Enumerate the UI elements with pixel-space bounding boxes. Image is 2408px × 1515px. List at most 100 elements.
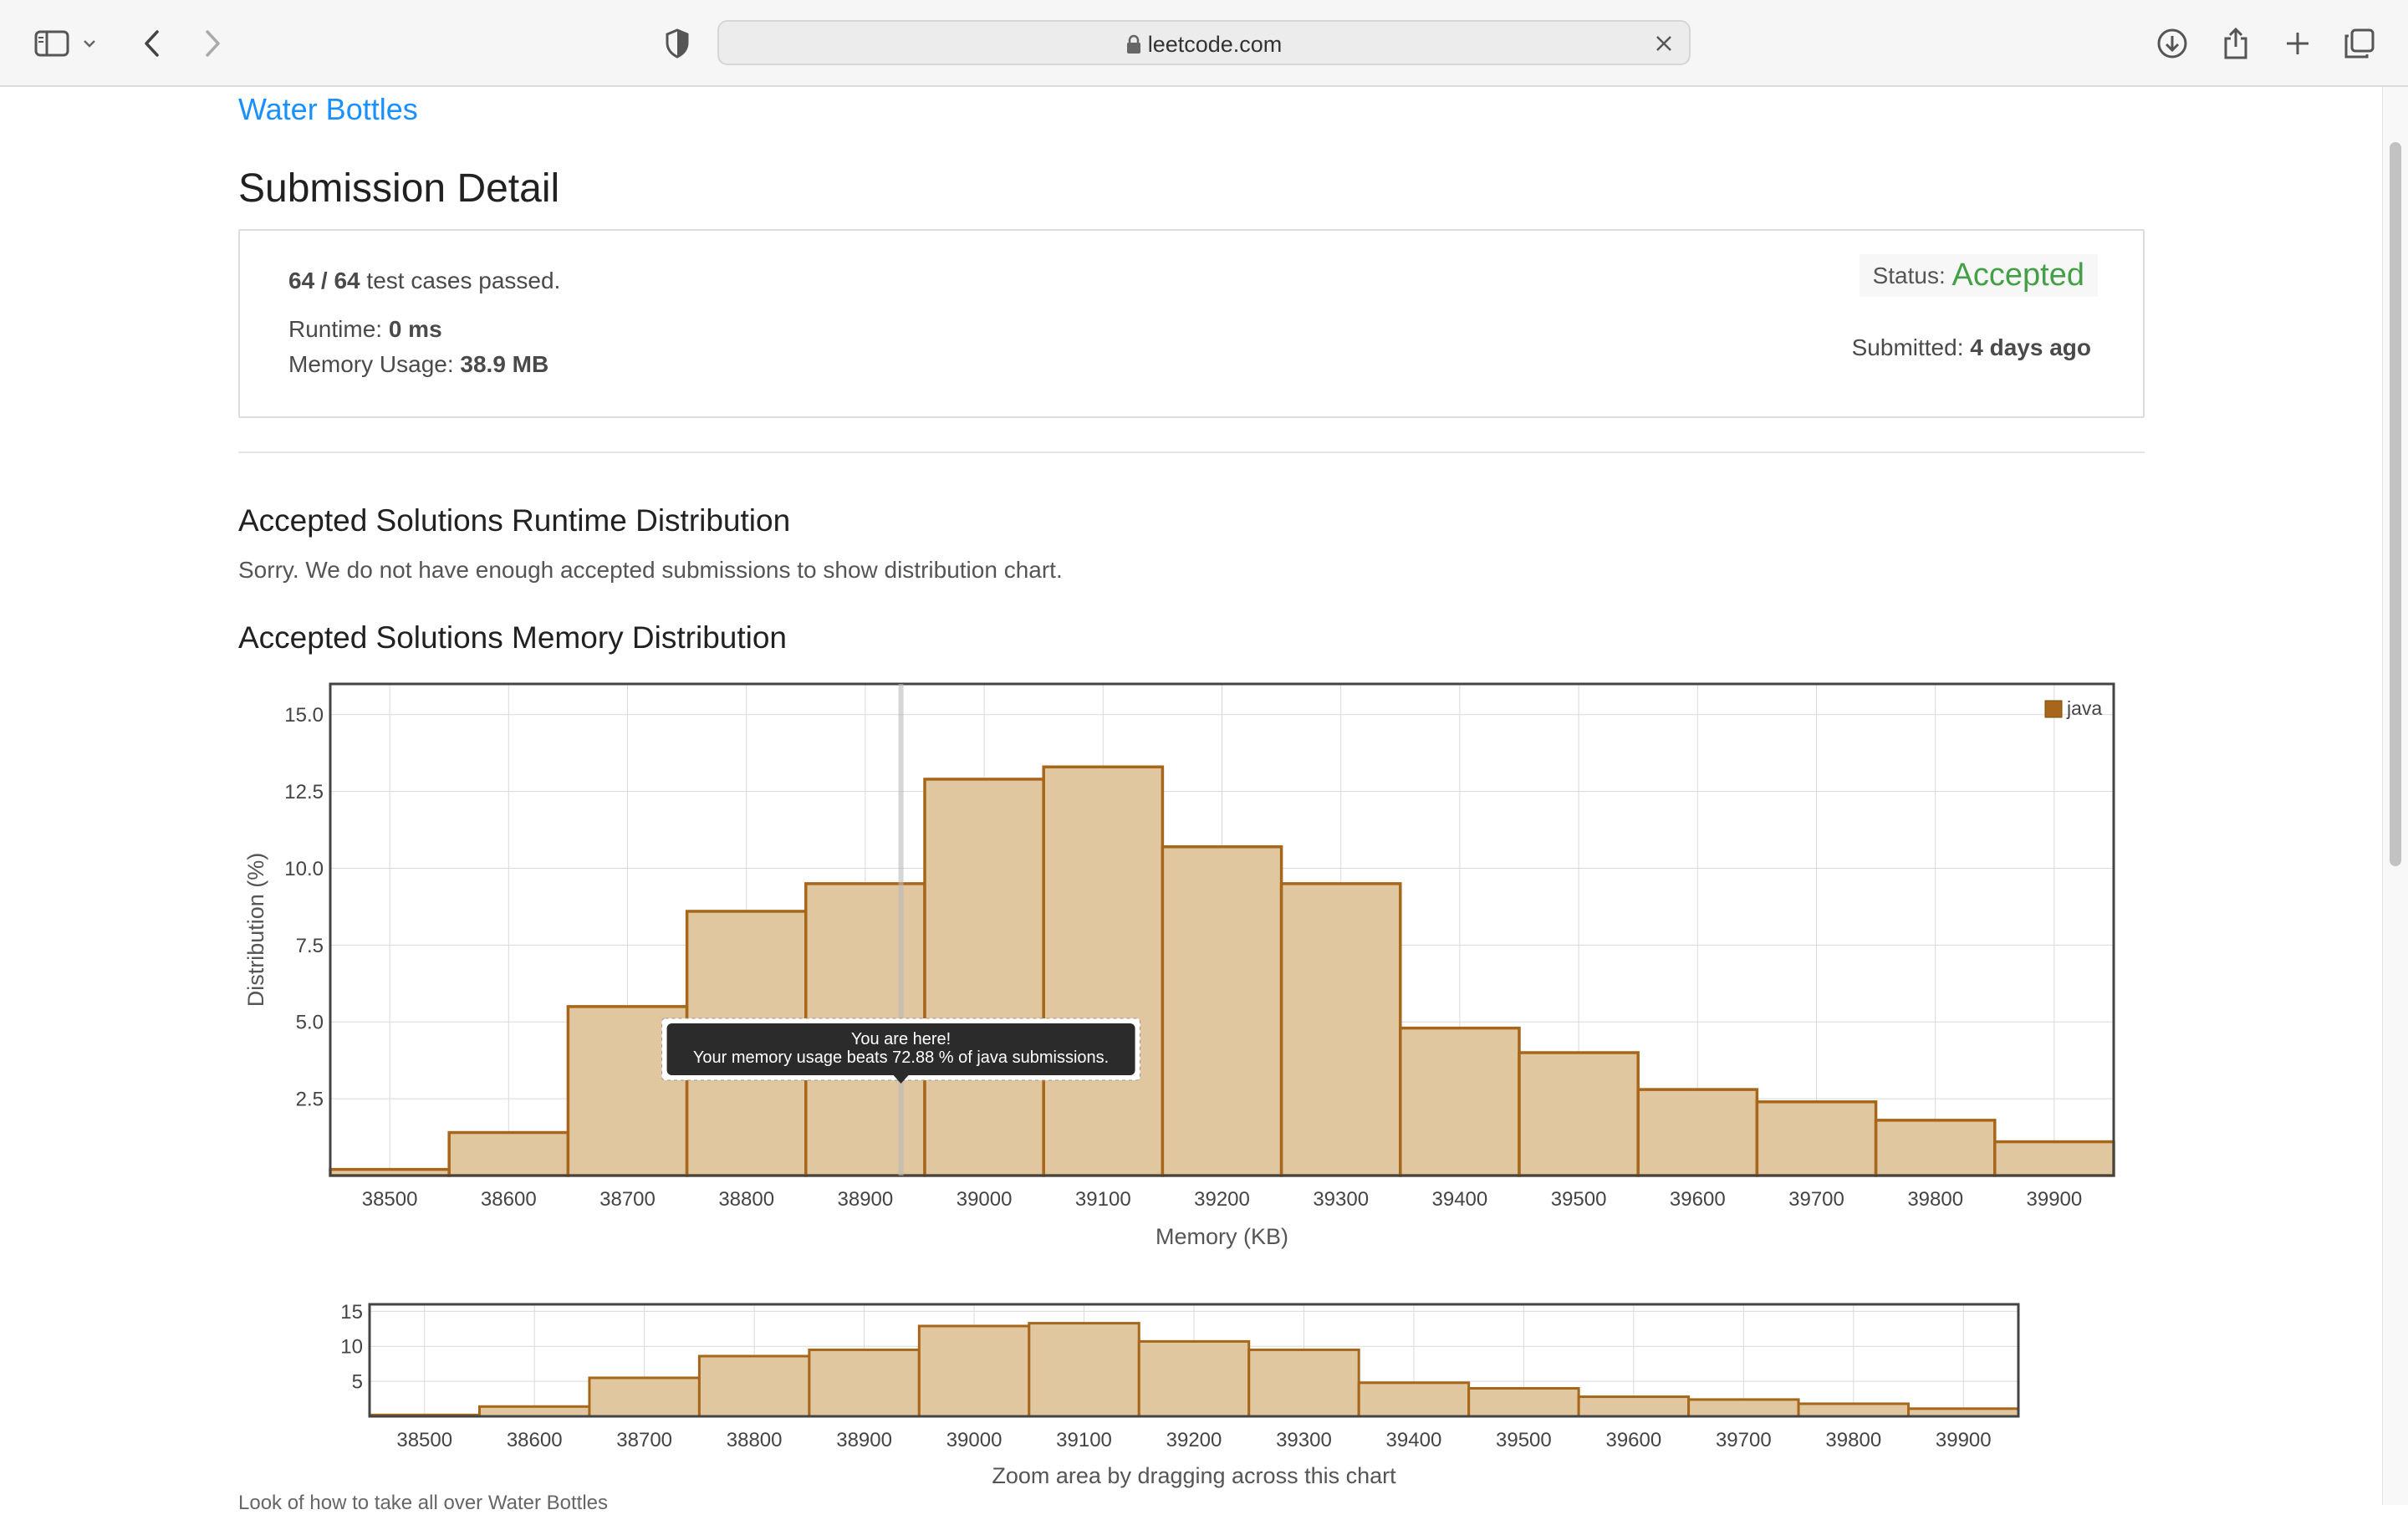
x-tick-label: 38600 — [481, 1188, 537, 1211]
bar — [1874, 1119, 1997, 1177]
x-tick-label: 39100 — [1075, 1188, 1131, 1211]
plot-frame — [368, 1303, 2020, 1418]
legend-swatch — [2044, 700, 2063, 718]
bar — [588, 1376, 701, 1418]
address-bar[interactable]: leetcode.com — [717, 20, 1691, 65]
legend-label: java — [2066, 697, 2102, 719]
x-tick-label: 39400 — [1386, 1429, 1442, 1451]
tooltip-box — [666, 1023, 1135, 1075]
x-tick-label: 39800 — [1825, 1429, 1881, 1451]
y-tick-label: 12.5 — [284, 781, 324, 803]
y-tick-label: 15.0 — [284, 704, 324, 727]
scrollbar-thumb[interactable] — [2390, 142, 2401, 866]
x-tick-label: 38800 — [718, 1188, 774, 1211]
bar — [1137, 1339, 1251, 1418]
x-tick-label: 38800 — [727, 1429, 783, 1451]
x-tick-label: 39200 — [1194, 1188, 1250, 1211]
zoom-navigator-chart[interactable]: 38500 38600 38700 38800 38900 39000 39100 39200… — [340, 1301, 2020, 1488]
browser-toolbar: leetcode.com — [0, 0, 2408, 87]
bar — [1636, 1088, 1759, 1177]
x-tick-label: 39200 — [1166, 1429, 1222, 1451]
shield-icon[interactable] — [657, 23, 697, 64]
tabs-icon[interactable] — [2339, 23, 2380, 64]
download-icon[interactable] — [2152, 23, 2192, 64]
x-tick-label: 38500 — [362, 1188, 418, 1211]
test-cases-passed: 64 / 64 test cases passed. — [288, 268, 560, 294]
problem-link[interactable]: Water Bottles — [238, 92, 418, 126]
runtime-distribution-note: Sorry. We do not have enough accepted su… — [238, 557, 1063, 583]
bar — [1755, 1100, 1878, 1177]
status-badge[interactable]: Accepted — [1951, 258, 2084, 293]
bar — [1247, 1348, 1360, 1418]
page-scrollbar[interactable] — [2382, 87, 2408, 1505]
bar — [1357, 1381, 1471, 1418]
bar — [1993, 1140, 2115, 1177]
y-tick-label: 2.5 — [296, 1089, 324, 1111]
bar — [477, 1405, 591, 1418]
x-tick-label: 38700 — [599, 1188, 656, 1211]
x-tick-label: 39900 — [2027, 1188, 2083, 1211]
y-tick-label: 7.5 — [296, 935, 324, 957]
x-tick-label: 39700 — [1716, 1429, 1772, 1451]
plot-frame — [329, 682, 2115, 1177]
bar — [697, 1354, 811, 1418]
x-tick-label: 39300 — [1276, 1429, 1332, 1451]
status-label: Status: — [1872, 263, 1946, 288]
x-tick-label: 39900 — [1936, 1429, 1992, 1451]
x-tick-label: 39100 — [1056, 1429, 1112, 1451]
page-title: Submission Detail — [238, 166, 560, 211]
submission-detail-box: 64 / 64 test cases passed. Runtime: 0 ms… — [238, 229, 2145, 418]
tooltip-title: You are here! — [851, 1030, 951, 1048]
plus-icon[interactable] — [2278, 23, 2318, 64]
runtime-value: 0 ms — [388, 316, 442, 342]
runtime-distribution-title: Accepted Solutions Runtime Distribution — [238, 503, 791, 538]
submitted-value: 4 days ago — [1970, 334, 2091, 360]
bar — [1042, 765, 1165, 1177]
passed-count: 64 / 64 — [288, 268, 360, 293]
chevron-down-icon[interactable] — [77, 23, 102, 64]
bar — [447, 1130, 570, 1177]
y-tick-label: 5.0 — [296, 1012, 324, 1034]
y-tick-label: 5 — [352, 1371, 363, 1394]
memory-label: Memory Usage: — [288, 351, 454, 377]
x-tick-label: 38900 — [836, 1429, 892, 1451]
sidebar-icon[interactable] — [32, 23, 72, 64]
bar — [1577, 1395, 1691, 1418]
bar — [917, 1324, 1031, 1418]
y-tick-label: 15 — [340, 1301, 363, 1324]
runtime-label: Runtime: — [288, 316, 383, 342]
status: Status: Accepted — [1859, 254, 2098, 297]
share-icon[interactable] — [2216, 23, 2256, 64]
memory-distribution-chart[interactable]: 38500 38600 38700 38800 38900 39000 39100 39200… — [243, 682, 2115, 1249]
x-tick-label: 39500 — [1551, 1188, 1607, 1211]
tooltip-text: Your memory usage beats 72.88 % of java … — [693, 1048, 1109, 1067]
bar — [1279, 882, 1402, 1177]
back-icon[interactable] — [132, 23, 172, 64]
x-tick-label: 39300 — [1313, 1188, 1369, 1211]
memory-line: Memory Usage: 38.9 MB — [288, 351, 548, 378]
url-text: leetcode.com — [1147, 32, 1283, 57]
memory-value: 38.9 MB — [460, 351, 549, 377]
x-tick-label: 39500 — [1496, 1429, 1552, 1451]
x-tick-label: 38900 — [838, 1188, 894, 1211]
bar — [1161, 845, 1283, 1177]
x-tick-label: 38700 — [616, 1429, 672, 1451]
submitted-label: Submitted: — [1851, 334, 1964, 360]
bar — [1687, 1398, 1800, 1418]
passed-text: test cases passed. — [366, 268, 561, 293]
x-axis-label: Zoom area by dragging across this chart — [992, 1463, 1396, 1488]
bar — [808, 1348, 921, 1418]
forward-icon[interactable] — [192, 23, 232, 64]
x-tick-label: 38600 — [507, 1429, 563, 1451]
runtime-line: Runtime: 0 ms — [288, 316, 442, 343]
y-tick-label: 10 — [340, 1336, 363, 1359]
tooltip-arrow — [893, 1075, 909, 1084]
y-tick-label: 10.0 — [284, 858, 324, 880]
x-tick-label: 39000 — [946, 1429, 1002, 1451]
close-icon[interactable] — [1649, 28, 1679, 59]
submitted-line: Submitted: 4 days ago — [1852, 334, 2091, 361]
lock-icon — [1126, 34, 1141, 60]
bar — [1028, 1322, 1140, 1418]
bar — [1399, 1026, 1521, 1177]
